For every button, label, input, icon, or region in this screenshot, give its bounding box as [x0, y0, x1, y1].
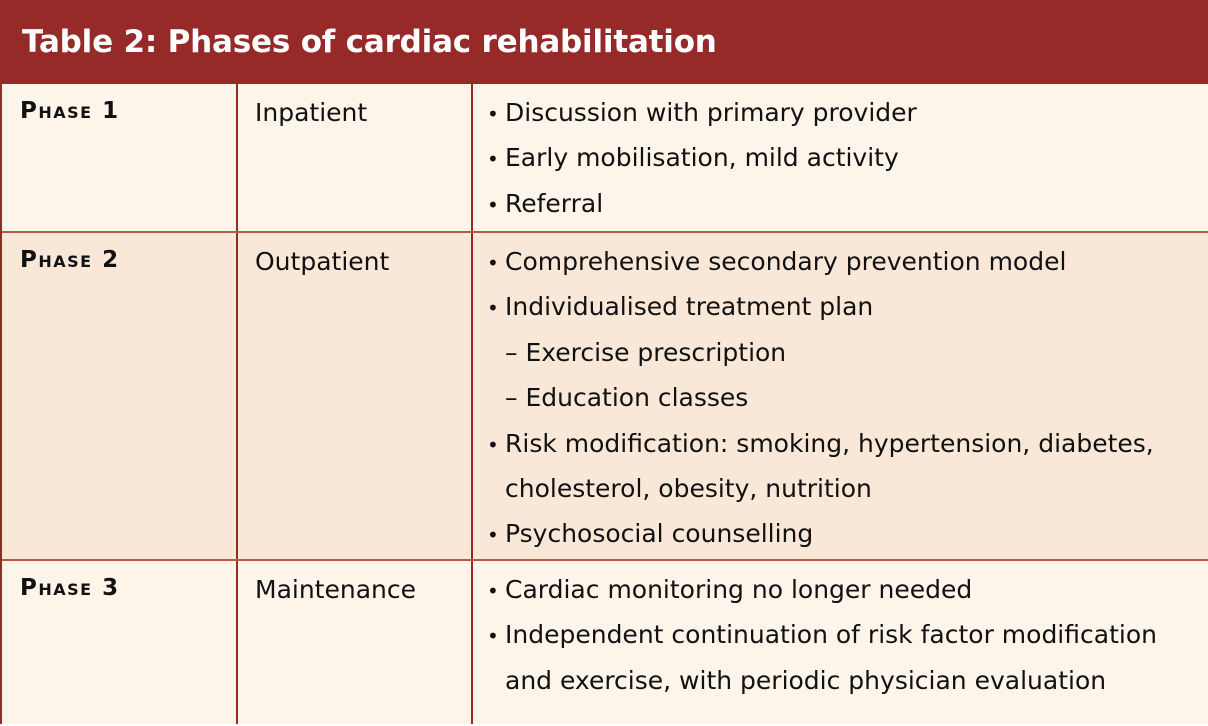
phase-label: Phase 1 [2, 84, 238, 231]
detail-item: Risk modification: smoking, hypertension… [487, 429, 1208, 474]
detail-item: Cardiac monitoring no longer needed [487, 575, 1208, 620]
phase-label: Phase 2 [2, 233, 238, 559]
detail-item: Early mobilisation, mild activity [487, 143, 1208, 188]
detail-item-continued: cholesterol, obesity, nutrition [505, 473, 872, 503]
table-row-phase-1: Phase 1 Inpatient Discussion with primar… [2, 84, 1208, 233]
detail-item: Referral [487, 189, 1208, 234]
phase-details: Comprehensive secondary prevention model… [473, 233, 1208, 559]
detail-item: Independent continuation of risk factor … [487, 620, 1208, 665]
phase-setting: Inpatient [238, 84, 473, 231]
table-title: Table 2: Phases of cardiac rehabilitatio… [2, 0, 1208, 84]
table-row-phase-2: Phase 2 Outpatient Comprehensive seconda… [2, 233, 1208, 561]
detail-item: Discussion with primary provider [487, 98, 1208, 143]
phase-details: Discussion with primary provider Early m… [473, 84, 1208, 231]
detail-subitem: – Education classes [505, 383, 749, 413]
detail-item-continued: and exercise, with periodic physician ev… [505, 665, 1107, 695]
phase-setting: Maintenance [238, 561, 473, 724]
detail-item: Individualised treatment plan [487, 292, 1208, 337]
detail-item: Comprehensive secondary prevention model [487, 247, 1208, 292]
detail-item: Psychosocial counselling [487, 519, 1208, 564]
phase-details: Cardiac monitoring no longer needed Inde… [473, 561, 1208, 724]
phase-label: Phase 3 [2, 561, 238, 724]
table-row-phase-3: Phase 3 Maintenance Cardiac monitoring n… [2, 561, 1208, 724]
detail-subitem: – Exercise prescription [505, 337, 787, 367]
phase-setting: Outpatient [238, 233, 473, 559]
